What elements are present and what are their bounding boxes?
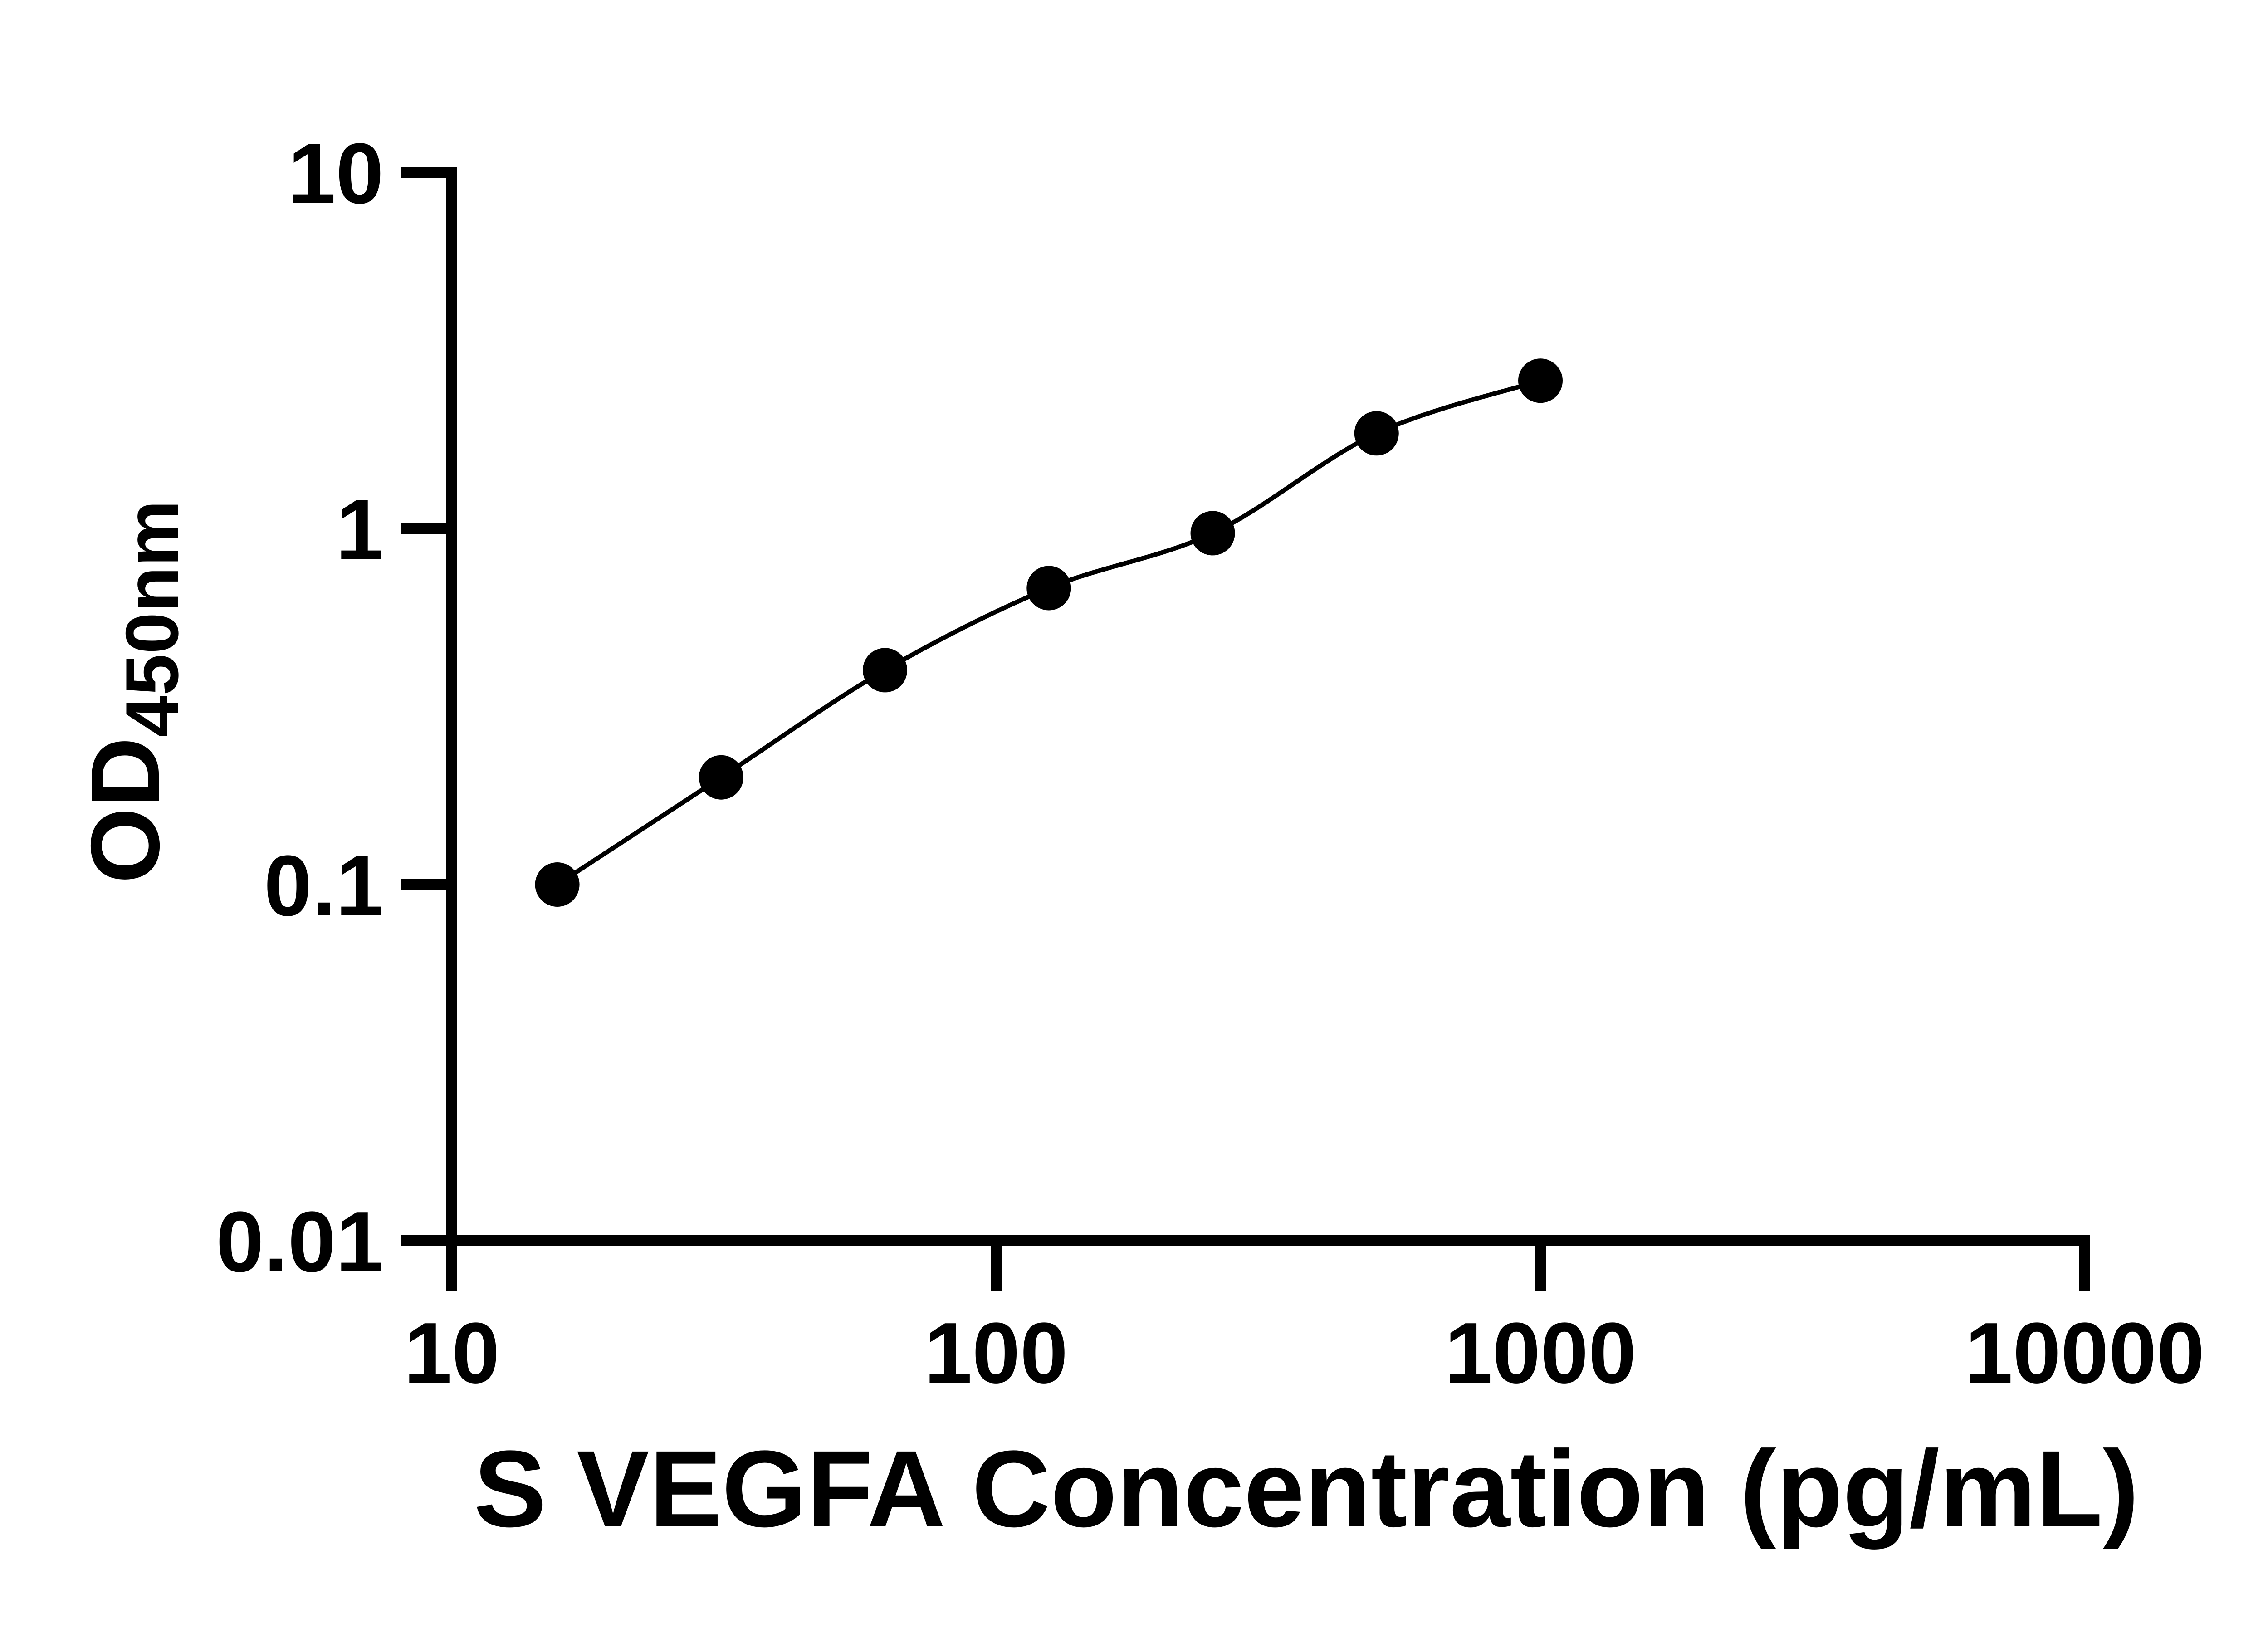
x-tick-label: 1000 <box>1445 1305 1637 1401</box>
data-point <box>1354 411 1399 456</box>
data-point <box>535 862 580 907</box>
y-axis-title: OD450nm <box>70 500 194 883</box>
data-point <box>863 648 908 693</box>
x-tick-label: 10000 <box>1965 1305 2204 1401</box>
y-tick-label: 0.1 <box>264 838 384 934</box>
x-axis-tick-labels: 10 100 1000 10000 <box>404 1305 2204 1401</box>
y-axis-title-subscript: 450nm <box>110 500 194 737</box>
y-tick-label: 10 <box>288 126 384 222</box>
data-point <box>1026 566 1071 611</box>
data-point-markers <box>535 358 1563 907</box>
data-point <box>1190 511 1235 556</box>
data-point <box>1518 358 1563 403</box>
x-axis-ticks <box>446 1235 2090 1291</box>
y-tick-label: 1 <box>336 482 384 578</box>
x-axis-title: S VEGFA Concentration (pg/mL) <box>474 1428 2139 1550</box>
y-tick-label: 0.01 <box>216 1194 384 1290</box>
data-point <box>699 755 743 800</box>
y-axis-title-main: OD <box>70 737 180 884</box>
x-tick-label: 100 <box>924 1305 1068 1401</box>
y-axis-tick-labels: 10 1 0.1 0.01 <box>216 126 384 1290</box>
x-tick-label: 10 <box>404 1305 499 1401</box>
